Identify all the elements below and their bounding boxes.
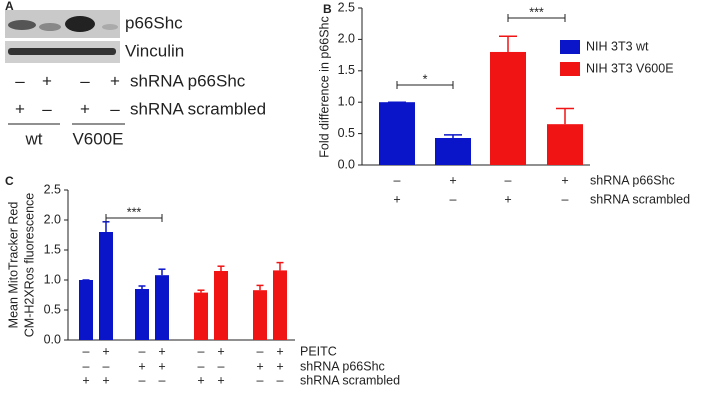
- sign: +: [276, 344, 283, 358]
- bar: [155, 275, 169, 340]
- sign: +: [197, 373, 204, 387]
- group-label: wt: [25, 129, 43, 148]
- y-tick-label: 0.0: [44, 332, 61, 346]
- sign: +: [42, 71, 52, 90]
- significance-label: ***: [529, 5, 544, 19]
- bar: [79, 280, 93, 340]
- panel-label: B: [323, 2, 332, 16]
- sign: –: [159, 373, 166, 387]
- y-tick-label: 2.0: [44, 212, 61, 226]
- sign: –: [257, 344, 264, 358]
- y-tick-label: 0.5: [338, 126, 355, 140]
- sign: +: [276, 359, 283, 373]
- sign: –: [103, 359, 110, 373]
- blot-image: [5, 10, 120, 63]
- bar: [99, 232, 113, 340]
- y-tick-label: 1.5: [338, 63, 355, 77]
- sign: +: [82, 373, 89, 387]
- condition-label: shRNA scrambled: [590, 192, 690, 206]
- sign: –: [15, 71, 25, 90]
- sign: –: [80, 71, 90, 90]
- sign: +: [102, 373, 109, 387]
- bar: [253, 290, 267, 340]
- sign: –: [110, 99, 120, 118]
- sign: –: [257, 373, 264, 387]
- sign: –: [198, 359, 205, 373]
- sign: +: [256, 359, 263, 373]
- sign: –: [198, 344, 205, 358]
- sign: –: [139, 373, 146, 387]
- legend-swatch: [560, 62, 580, 76]
- sign: +: [138, 359, 145, 373]
- y-tick-label: 1.5: [44, 242, 61, 256]
- sign: –: [562, 192, 569, 206]
- bar: [435, 137, 471, 165]
- sign: –: [83, 344, 90, 358]
- sign: +: [80, 99, 90, 118]
- legend-label: NIH 3T3 wt: [586, 39, 649, 53]
- panel-label: A: [5, 0, 14, 13]
- condition-label: PEITC: [300, 344, 337, 358]
- panel-label: C: [5, 174, 14, 188]
- sign: +: [102, 344, 109, 358]
- sign: +: [158, 359, 165, 373]
- sign: +: [393, 192, 400, 206]
- sign: –: [450, 192, 457, 206]
- bar: [547, 124, 583, 165]
- sign: –: [394, 173, 401, 187]
- y-tick-label: 2.5: [338, 0, 355, 14]
- y-tick-label: 0.5: [44, 302, 61, 316]
- sign: +: [158, 344, 165, 358]
- sign: +: [110, 71, 120, 90]
- sign: +: [449, 173, 456, 187]
- sign: –: [83, 359, 90, 373]
- sign: –: [505, 173, 512, 187]
- legend-label: NIH 3T3 V600E: [586, 61, 674, 75]
- significance-label: ***: [127, 205, 142, 219]
- legend-swatch: [560, 40, 580, 54]
- bar: [214, 271, 228, 340]
- condition-label: shRNA p66Shc: [130, 71, 246, 90]
- y-axis-label: Mean MitoTracker Red: [6, 202, 20, 329]
- bar: [379, 102, 415, 165]
- sign: –: [42, 99, 52, 118]
- sign: +: [217, 373, 224, 387]
- y-tick-label: 2.5: [44, 182, 61, 196]
- y-tick-label: 2.0: [338, 32, 355, 46]
- bar: [273, 270, 287, 340]
- y-tick-label: 1.0: [44, 272, 61, 286]
- condition-label: shRNA scrambled: [130, 99, 266, 118]
- bar: [194, 292, 208, 340]
- sign: +: [15, 99, 25, 118]
- bar: [135, 289, 149, 340]
- condition-label: shRNA p66Shc: [590, 173, 675, 187]
- sign: –: [139, 344, 146, 358]
- sign: +: [504, 192, 511, 206]
- band-label: p66Shc: [125, 13, 183, 32]
- group-label: V600E: [72, 129, 123, 148]
- sign: –: [277, 373, 284, 387]
- significance-label: *: [423, 72, 428, 86]
- sign: –: [218, 359, 225, 373]
- sign: +: [217, 344, 224, 358]
- y-axis-label: CM-H2XRos fluorescence: [22, 193, 36, 338]
- bar: [490, 51, 526, 165]
- y-tick-label: 1.0: [338, 94, 355, 108]
- y-axis-label: Fold difference in p66Shc: [317, 16, 331, 158]
- condition-label: shRNA scrambled: [300, 373, 400, 387]
- condition-label: shRNA p66Shc: [300, 359, 385, 373]
- y-tick-label: 0.0: [338, 157, 355, 171]
- band-label: Vinculin: [125, 41, 184, 60]
- sign: +: [561, 173, 568, 187]
